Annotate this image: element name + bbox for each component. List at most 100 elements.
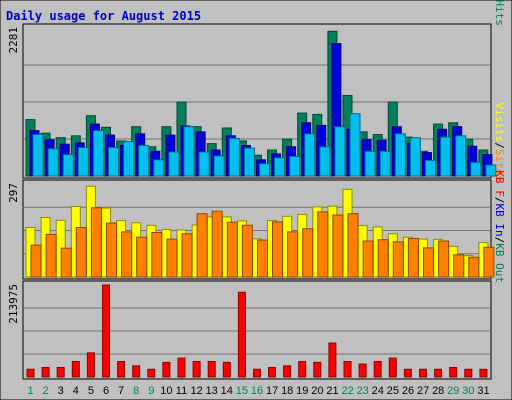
bar-kb-f-28 bbox=[434, 368, 443, 378]
bar-sites-20 bbox=[317, 211, 329, 278]
chart-panels: 2281Pages/Files/Hits297Visits/Sites21397… bbox=[7, 0, 506, 380]
day-label-22: 22 bbox=[341, 385, 353, 397]
bar-kb-f-25 bbox=[388, 357, 397, 378]
legend: KB F/KB In/KB Out bbox=[493, 170, 506, 283]
bar-kb-f-11 bbox=[177, 357, 186, 378]
bar-kb-f-5 bbox=[86, 352, 95, 378]
bar-pages-5 bbox=[92, 130, 104, 177]
bar-pages-14 bbox=[228, 137, 240, 177]
day-label-5: 5 bbox=[88, 385, 94, 397]
bar-sites-3 bbox=[60, 247, 72, 278]
series-pages bbox=[32, 113, 497, 177]
day-label-31: 31 bbox=[477, 385, 489, 397]
day-label-15: 15 bbox=[236, 385, 248, 397]
bar-sites-9 bbox=[151, 232, 163, 278]
bar-pages-26 bbox=[409, 137, 421, 177]
legend-separator: / bbox=[493, 197, 506, 204]
bar-pages-22 bbox=[349, 113, 361, 177]
day-label-27: 27 bbox=[417, 385, 429, 397]
series-kb-f bbox=[26, 284, 488, 378]
day-label-2: 2 bbox=[43, 385, 49, 397]
series-sites bbox=[30, 207, 495, 278]
bar-sites-7 bbox=[121, 231, 133, 278]
day-label-21: 21 bbox=[326, 385, 338, 397]
bar-pages-10 bbox=[168, 151, 180, 177]
legend-separator: / bbox=[493, 237, 506, 244]
legend-item: Visits bbox=[493, 103, 506, 143]
bar-sites-19 bbox=[302, 228, 314, 278]
day-label-19: 19 bbox=[296, 385, 308, 397]
day-axis: 1 2 3 4 5 6 7 8 9 10 11 12 13 14 15 16 17 18 19 20 21 22 23 24 2… bbox=[27, 385, 489, 397]
bar-sites-21 bbox=[332, 214, 344, 278]
bar-kb-f-10 bbox=[162, 361, 171, 378]
bar-kb-f-2 bbox=[41, 367, 50, 378]
bar-kb-f-31 bbox=[479, 368, 488, 378]
bar-pages-8 bbox=[138, 145, 150, 177]
y-max-label: 213975 bbox=[7, 284, 20, 324]
day-label-18: 18 bbox=[281, 385, 293, 397]
bar-pages-31 bbox=[485, 164, 497, 177]
bar-sites-31 bbox=[483, 246, 495, 278]
bar-sites-2 bbox=[45, 233, 57, 278]
day-label-28: 28 bbox=[432, 385, 444, 397]
day-label-8: 8 bbox=[133, 385, 139, 397]
day-label-6: 6 bbox=[103, 385, 109, 397]
day-label-9: 9 bbox=[148, 385, 154, 397]
bar-kb-f-30 bbox=[464, 368, 473, 378]
day-label-23: 23 bbox=[357, 385, 369, 397]
day-label-10: 10 bbox=[160, 385, 172, 397]
bar-sites-11 bbox=[181, 233, 193, 278]
legend-item: Sites bbox=[493, 149, 506, 182]
day-label-4: 4 bbox=[73, 385, 79, 397]
day-label-30: 30 bbox=[462, 385, 474, 397]
bar-sites-16 bbox=[257, 239, 268, 278]
bar-pages-3 bbox=[62, 154, 74, 177]
day-label-29: 29 bbox=[447, 385, 459, 397]
bar-kb-f-12 bbox=[192, 361, 201, 378]
bar-pages-6 bbox=[108, 147, 119, 177]
bar-sites-12 bbox=[196, 213, 208, 278]
bar-pages-21 bbox=[334, 126, 346, 177]
bar-pages-12 bbox=[198, 151, 210, 177]
bar-pages-1 bbox=[32, 134, 44, 177]
day-label-20: 20 bbox=[311, 385, 323, 397]
bar-kb-f-4 bbox=[71, 361, 80, 378]
bar-sites-23 bbox=[362, 240, 374, 278]
bar-sites-28 bbox=[438, 240, 450, 278]
panel-kbytes: 213975 KB F/KB In/KB Out bbox=[7, 170, 506, 380]
bar-pages-11 bbox=[183, 126, 195, 177]
day-label-7: 7 bbox=[118, 385, 124, 397]
day-label-24: 24 bbox=[372, 385, 384, 397]
bar-kb-f-26 bbox=[403, 368, 412, 378]
bar-sites-5 bbox=[90, 207, 102, 278]
bar-kb-f-7 bbox=[117, 361, 126, 378]
bar-pages-24 bbox=[379, 150, 391, 177]
day-label-3: 3 bbox=[58, 385, 64, 397]
bar-sites-13 bbox=[211, 210, 223, 278]
bar-kb-f-13 bbox=[207, 361, 216, 378]
bar-kb-f-3 bbox=[56, 367, 65, 378]
bar-sites-6 bbox=[106, 222, 117, 278]
bar-sites-26 bbox=[407, 238, 419, 278]
bar-pages-23 bbox=[364, 150, 376, 177]
bar-kb-f-20 bbox=[313, 361, 322, 378]
bar-pages-19 bbox=[304, 133, 316, 177]
bar-sites-22 bbox=[347, 213, 359, 278]
bar-kb-f-16 bbox=[253, 368, 261, 378]
bar-kb-f-1 bbox=[26, 368, 35, 378]
bar-pages-29 bbox=[455, 135, 467, 177]
bar-kb-f-24 bbox=[373, 361, 382, 378]
bar-kb-f-6 bbox=[102, 284, 110, 378]
legend: Visits/Sites bbox=[493, 103, 506, 183]
bar-pages-16 bbox=[259, 163, 270, 177]
bar-sites-15 bbox=[241, 224, 253, 278]
day-label-13: 13 bbox=[206, 385, 218, 397]
day-label-16: 16 bbox=[251, 385, 263, 397]
y-max-label: 2281 bbox=[7, 27, 20, 54]
bar-pages-17 bbox=[274, 157, 285, 177]
bar-pages-28 bbox=[440, 136, 452, 177]
bar-pages-27 bbox=[425, 159, 436, 177]
bar-kb-f-9 bbox=[147, 368, 156, 378]
